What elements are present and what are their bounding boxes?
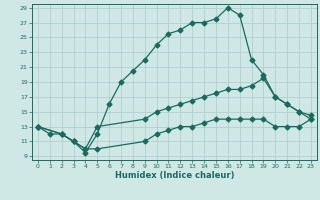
X-axis label: Humidex (Indice chaleur): Humidex (Indice chaleur) [115, 171, 234, 180]
